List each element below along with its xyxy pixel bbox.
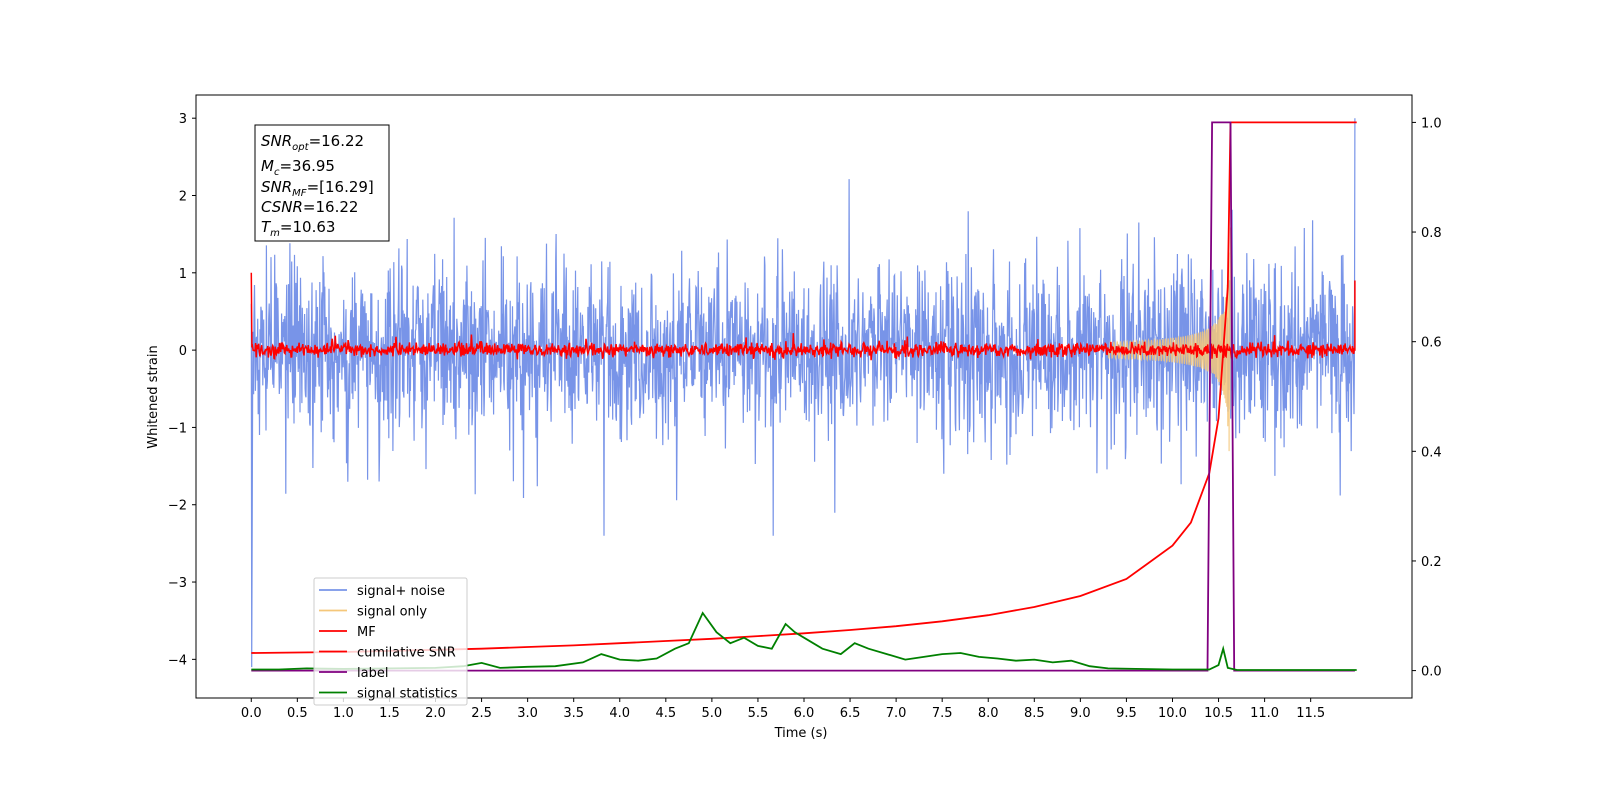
info-line-csnr-symbol: CSNR — [261, 198, 303, 216]
x-tick-label: 11.5 — [1296, 706, 1325, 721]
y-tick-label: −4 — [168, 653, 187, 668]
y-tick-label: −3 — [168, 576, 187, 591]
legend-frame — [313, 577, 468, 706]
x-tick-label: 9.5 — [1116, 706, 1137, 721]
x-tick-label: 0.5 — [287, 706, 308, 721]
legend: signal+ noise signal only MF cumilative SNR… — [313, 577, 468, 706]
x-tick-label: 6.0 — [794, 706, 815, 721]
legend-label-signal-statistics: signal statistics — [357, 687, 458, 702]
x-tick-label: 2.0 — [425, 706, 446, 721]
y-tick-label: −1 — [168, 421, 187, 436]
legend-label-mf: MF — [357, 625, 376, 640]
info-line-tm: Tm=10.63 — [261, 218, 335, 239]
right-y-tick-label: 0.0 — [1421, 665, 1442, 680]
x-tick-label: 7.0 — [886, 706, 907, 721]
mf-line — [250, 272, 1356, 361]
info-line-mc-value: =36.95 — [279, 157, 335, 175]
y-axis-label: Whitened strain — [146, 345, 161, 448]
x-tick-label: 11.0 — [1250, 706, 1279, 721]
info-line-snr-opt-sub: opt — [292, 142, 309, 153]
y-tick-label: 2 — [179, 190, 187, 205]
x-tick-label: 2.5 — [471, 706, 492, 721]
y-axis-ticks: 3 2 1 0 −1 −2 −3 −4 — [168, 112, 196, 668]
info-line-snr-opt: SNRopt=16.22 — [261, 132, 364, 153]
right-y-tick-label: 0.8 — [1421, 226, 1442, 241]
y-tick-label: 0 — [179, 344, 187, 359]
x-tick-label: 1.5 — [379, 706, 400, 721]
y-tick-label: 3 — [179, 112, 187, 127]
x-axis-ticks: 0.0 0.5 1.0 1.5 2.0 2.5 3.0 3.5 4.0 4.5 5.0 5.5 6.0 6… — [241, 698, 1325, 721]
y-tick-label: −2 — [168, 499, 187, 514]
info-line-snr-mf-sub: MF — [292, 188, 307, 199]
info-line-mc: Mc=36.95 — [261, 157, 335, 178]
x-tick-label: 4.0 — [609, 706, 630, 721]
info-line-mc-sub: c — [274, 167, 280, 178]
x-tick-label: 8.0 — [978, 706, 999, 721]
info-line-snr-mf: SNRMF=[16.29] — [261, 178, 374, 199]
legend-label-signal-only: signal only — [357, 605, 427, 620]
x-tick-label: 8.5 — [1024, 706, 1045, 721]
x-tick-label: 3.0 — [517, 706, 538, 721]
right-y-tick-label: 1.0 — [1421, 116, 1442, 131]
right-y-tick-label: 0.2 — [1421, 555, 1442, 570]
info-line-snr-opt-symbol: SNR — [261, 132, 292, 150]
x-tick-label: 10.5 — [1204, 706, 1233, 721]
x-tick-label: 5.5 — [748, 706, 769, 721]
legend-label-signal-noise: signal+ noise — [357, 584, 445, 599]
info-line-snr-opt-value: =16.22 — [309, 132, 365, 150]
x-axis-label: Time (s) — [774, 726, 828, 741]
info-line-snr-mf-symbol: SNR — [261, 178, 292, 196]
x-tick-label: 3.5 — [563, 706, 584, 721]
info-line-snr-mf-value: =[16.29] — [307, 178, 374, 196]
x-tick-label: 7.5 — [932, 706, 953, 721]
info-line-csnr: CSNR=16.22 — [261, 198, 358, 216]
y-tick-label: 1 — [179, 267, 187, 282]
info-box-frame — [254, 124, 390, 242]
right-y-tick-label: 0.4 — [1421, 445, 1442, 460]
right-y-axis-ticks: 1.0 0.8 0.6 0.4 0.2 0.0 — [1412, 116, 1442, 680]
info-line-mc-symbol: M — [261, 157, 274, 175]
info-line-tm-sub: m — [270, 228, 280, 239]
x-tick-label: 10.0 — [1158, 706, 1187, 721]
legend-label-label: label — [357, 666, 388, 681]
x-tick-label: 6.5 — [840, 706, 861, 721]
x-tick-label: 5.0 — [702, 706, 723, 721]
x-tick-label: 0.0 — [241, 706, 262, 721]
info-line-csnr-value: =16.22 — [303, 198, 359, 216]
mf-series — [250, 272, 1356, 361]
info-box: SNRopt=16.22 Mc=36.95 SNRMF=[16.29] CSNR… — [254, 124, 390, 242]
x-tick-label: 9.0 — [1070, 706, 1091, 721]
legend-label-cumilative-snr: cumilative SNR — [357, 646, 456, 661]
info-line-tm-value: =10.63 — [280, 218, 336, 236]
x-tick-label: 1.0 — [333, 706, 354, 721]
info-line-tm-symbol: T — [261, 218, 272, 236]
x-tick-label: 4.5 — [655, 706, 676, 721]
right-y-tick-label: 0.6 — [1421, 336, 1442, 351]
signal-statistics-line — [251, 611, 1357, 671]
